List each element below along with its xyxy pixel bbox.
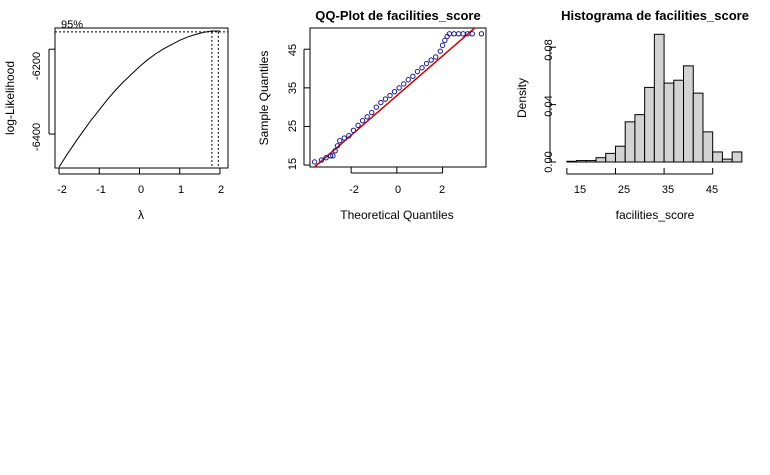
- qq-point: [369, 109, 375, 116]
- qq-title: QQ-Plot de facilities_score: [315, 8, 480, 23]
- qq-point: [410, 73, 416, 79]
- qq-point: [405, 77, 411, 83]
- boxcox-x-axis-label: λ: [138, 208, 144, 222]
- histogram-bar: [595, 157, 607, 163]
- boxcox-x-tick-label: 0: [138, 184, 144, 196]
- histogram-bar: [683, 65, 694, 163]
- histogram-x-tick-label: 35: [662, 184, 674, 196]
- histogram-x-tick-label: 15: [574, 184, 586, 196]
- qq-point: [423, 60, 430, 67]
- qq-point: [439, 42, 446, 49]
- histogram-bar: [653, 33, 665, 163]
- histogram-panel: Histograma de facilities_score Density f…: [515, 8, 749, 222]
- qq-point: [334, 143, 341, 149]
- histogram-y-tick-label: 0.00: [543, 151, 555, 172]
- qq-point: [469, 31, 475, 37]
- histogram-bar: [702, 131, 714, 163]
- histogram-title: Histograma de facilities_score: [561, 8, 749, 23]
- histogram-bar: [605, 152, 616, 163]
- histogram-bar: [634, 114, 646, 163]
- histogram-bar: [712, 151, 723, 163]
- histogram-bar: [624, 121, 636, 163]
- qq-point: [378, 99, 384, 106]
- histogram-x-tick-label: 45: [706, 184, 718, 196]
- qq-x-tick-label: 2: [439, 184, 445, 196]
- qq-y-axis-label: Sample Quantiles: [257, 51, 271, 146]
- boxcox-y-axis-label: log-Likelihood: [3, 61, 17, 135]
- qq-y-tick-label: 35: [287, 82, 299, 94]
- qq-point: [311, 159, 318, 165]
- boxcox-loglik-curve: [58, 30, 220, 168]
- qq-point: [373, 104, 379, 110]
- qq-point: [428, 57, 434, 63]
- qq-panel: QQ-Plot de facilities_score Sample Quant…: [257, 8, 487, 222]
- histogram-bar: [673, 79, 685, 163]
- boxcox-plot-box: [54, 27, 229, 169]
- histogram-bar: [692, 92, 704, 163]
- histogram-x-axis-label: facilities_score: [616, 208, 695, 222]
- qq-point: [437, 48, 443, 54]
- qq-point: [419, 65, 425, 71]
- boxcox-x-tick-label: -2: [57, 184, 67, 196]
- histogram-bar: [576, 160, 587, 163]
- qq-point: [391, 89, 398, 95]
- qq-point: [318, 157, 325, 163]
- histogram-y-tick-label: 0.08: [543, 39, 555, 60]
- qq-point: [323, 155, 329, 161]
- boxcox-x-tick-label: 1: [178, 184, 184, 196]
- boxcox-x-tick-label: -1: [96, 184, 106, 196]
- qq-x-axis-label: Theoretical Quantiles: [340, 208, 453, 222]
- qq-point: [332, 148, 338, 154]
- qq-point: [364, 114, 370, 120]
- qq-point: [387, 92, 393, 99]
- qq-point: [401, 81, 407, 87]
- qq-point: [330, 153, 336, 159]
- histogram-bar: [663, 82, 675, 163]
- qq-point: [433, 54, 439, 60]
- histogram-bar: [644, 86, 655, 163]
- boxcox-x-tick-label: 2: [218, 184, 224, 196]
- histogram-bar: [731, 151, 743, 163]
- histogram-bar: [585, 160, 597, 163]
- qq-point: [382, 96, 389, 102]
- qq-point: [341, 135, 347, 141]
- boxcox-panel: log-Likelihood λ 95% -2 -1 0 1 2 -6400 -…: [3, 19, 229, 222]
- qq-x-tick-label: -2: [349, 184, 359, 196]
- qq-point: [350, 127, 357, 134]
- qq-x-tick-label: 0: [395, 184, 401, 196]
- boxcox-y-tick-label: -6200: [31, 52, 43, 80]
- histogram-bar: [721, 158, 733, 163]
- qq-point: [414, 68, 421, 75]
- histogram-bar: [566, 160, 578, 163]
- qq-point: [327, 153, 334, 159]
- histogram-y-tick-label: 0.04: [543, 95, 555, 116]
- qq-point: [337, 138, 343, 144]
- qq-point: [355, 122, 361, 129]
- qq-point: [451, 31, 457, 37]
- qq-y-tick-label: 25: [287, 120, 299, 132]
- boxcox-ci-label: 95%: [61, 19, 83, 31]
- qq-y-tick-label: 45: [287, 44, 299, 56]
- qq-point: [346, 133, 352, 139]
- qq-point: [478, 31, 485, 37]
- qq-plot-box: [309, 27, 487, 168]
- boxcox-y-tick-label: -6400: [31, 123, 43, 151]
- qq-point: [359, 117, 366, 124]
- histogram-x-tick-label: 25: [618, 184, 630, 196]
- qq-reference-line: [314, 28, 476, 167]
- qq-y-tick-label: 15: [287, 158, 299, 170]
- qq-point: [455, 31, 462, 37]
- histogram-y-axis-label: Density: [515, 78, 529, 118]
- qq-point: [460, 31, 466, 37]
- histogram-bar: [614, 145, 626, 163]
- qq-point: [396, 85, 402, 91]
- qq-point: [442, 37, 448, 44]
